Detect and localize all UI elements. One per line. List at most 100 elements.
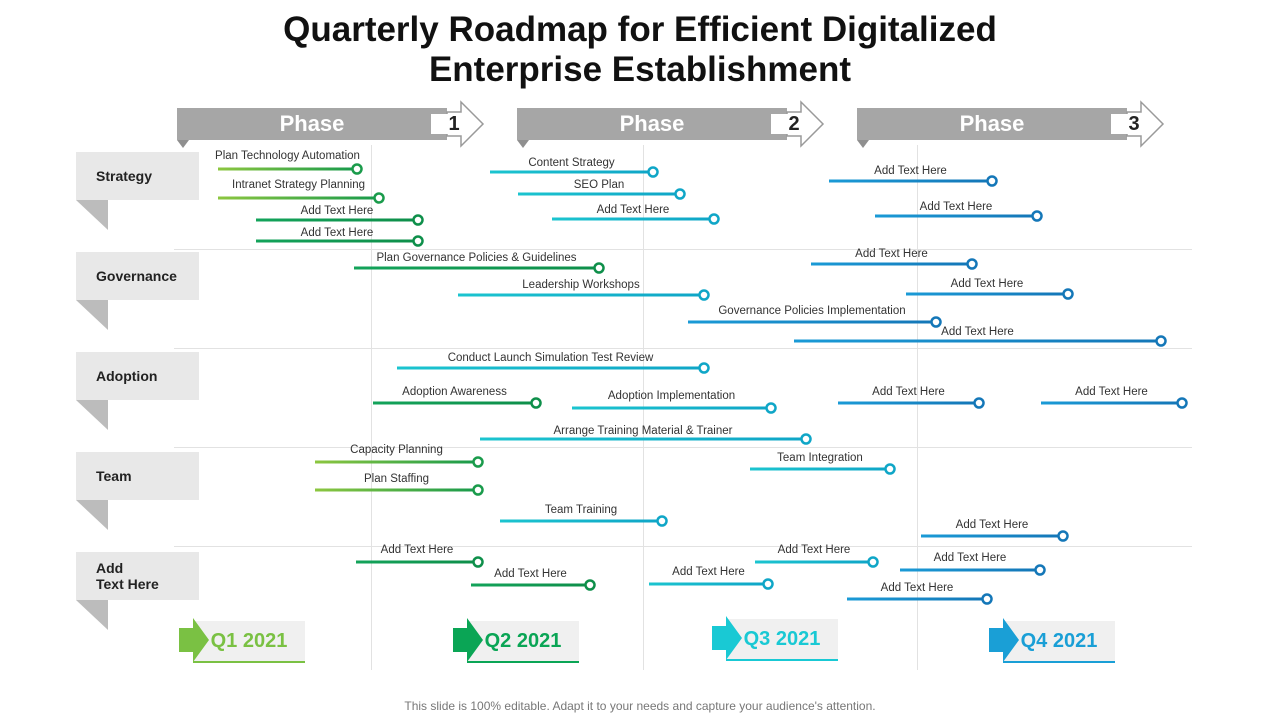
phase-number: 2: [788, 113, 800, 135]
grid-line-horizontal: [174, 249, 1192, 250]
phase-arrow-icon: [786, 100, 825, 148]
task-bar: [847, 597, 982, 601]
task-label: Add Text Here: [380, 544, 454, 556]
task-label: Governance Policies Implementation: [718, 305, 906, 317]
phase-number-box: [1111, 114, 1143, 134]
task-bar: [315, 488, 473, 492]
grid-line-horizontal: [174, 348, 1192, 349]
quarter-label: Q2 2021: [484, 630, 562, 652]
phase-notch: [177, 140, 189, 148]
quarter-box: [726, 619, 838, 659]
task-bar: [755, 560, 868, 564]
quarter-label: Q1 2021: [210, 630, 288, 652]
footer-note: This slide is 100% editable. Adapt it to…: [404, 699, 876, 713]
quarter-label: Q3 2021: [743, 628, 821, 650]
task-end-marker: [472, 556, 484, 568]
task-bar: [649, 582, 763, 586]
task-bar: [471, 583, 585, 587]
quarter-arrow-icon: [712, 616, 838, 661]
task-bar: [490, 170, 648, 174]
phase-label: Phase: [619, 111, 685, 136]
grid-line-horizontal: [174, 546, 1192, 547]
row-label-strategy: Strategy: [76, 152, 199, 200]
task-end-marker: [930, 316, 942, 328]
task-end-marker: [986, 175, 998, 187]
task-end-marker: [351, 163, 363, 175]
task-end-marker: [708, 213, 720, 225]
task-bar: [518, 192, 675, 196]
task-end-marker: [698, 289, 710, 301]
phase-label: Phase: [959, 111, 1025, 136]
task-end-marker: [412, 235, 424, 247]
quarter-q4: Q4 2021: [989, 618, 1119, 664]
grid-line-vertical: [917, 145, 918, 670]
task-end-marker: [973, 397, 985, 409]
phase-number-box: [431, 114, 463, 134]
task-end-marker: [1155, 335, 1167, 347]
phase-arrow-icon: [1126, 100, 1165, 148]
task-bar: [750, 467, 885, 471]
task-label: Add Text Here: [872, 386, 945, 398]
task-label: Leadership Workshops: [522, 279, 640, 291]
task-label: Conduct Launch Simulation Test Review: [447, 352, 654, 364]
task-bar: [794, 339, 1156, 343]
task-label: SEO Plan: [573, 179, 625, 191]
quarter-q3: Q3 2021: [712, 616, 842, 662]
phase-notch: [857, 140, 869, 148]
task-bar: [688, 320, 931, 324]
phase-notch: [517, 140, 529, 148]
row-fold-shadow: [76, 400, 108, 430]
task-label: Add Text Here: [933, 552, 1007, 564]
task-label: Add Text Here: [300, 205, 374, 217]
task-label: Team Training: [544, 504, 618, 516]
task-label: Add Text Here: [874, 165, 947, 177]
quarter-arrow-icon: [179, 618, 305, 663]
row-label-adoption: Adoption: [76, 352, 199, 400]
task-label: Team Integration: [777, 452, 863, 464]
task-label: Plan Staffing: [363, 473, 430, 485]
phase-bar: [177, 108, 447, 140]
quarter-box: [467, 621, 579, 661]
phase-arrow-icon: [446, 100, 485, 148]
task-bar: [458, 293, 699, 297]
task-bar: [906, 292, 1063, 296]
task-end-marker: [1062, 288, 1074, 300]
task-bar: [1041, 401, 1177, 405]
task-end-marker: [884, 463, 896, 475]
grid-line-vertical: [371, 145, 372, 670]
task-end-marker: [867, 556, 879, 568]
task-end-marker: [765, 402, 777, 414]
task-label: Add Text Here: [941, 326, 1014, 338]
task-label: Plan Governance Policies & Guidelines: [376, 252, 577, 264]
quarter-arrow-icon: [453, 618, 579, 663]
quarter-q1: Q1 2021: [179, 618, 309, 664]
task-bar: [256, 218, 413, 222]
phase-label: Phase: [279, 111, 345, 136]
task-end-marker: [981, 593, 993, 605]
quarter-box: [193, 621, 305, 661]
task-bar: [397, 366, 699, 370]
task-label: Intranet Strategy Planning: [232, 179, 365, 191]
task-bar: [921, 534, 1058, 538]
task-bar: [354, 266, 594, 270]
task-bar: [572, 406, 766, 410]
task-end-marker: [656, 515, 668, 527]
task-label: Content Strategy: [528, 157, 615, 169]
task-label: Adoption Implementation: [607, 390, 736, 402]
task-end-marker: [674, 188, 686, 200]
task-label: Add Text Here: [880, 582, 954, 594]
task-end-marker: [1176, 397, 1188, 409]
task-bar: [875, 214, 1032, 218]
task-bar: [829, 179, 987, 183]
task-label: Add Text Here: [1075, 386, 1148, 398]
phase-bar: [857, 108, 1127, 140]
task-bar: [356, 560, 473, 564]
task-label: Adoption Awareness: [402, 386, 507, 398]
task-end-marker: [584, 579, 596, 591]
task-label: Capacity Planning: [350, 444, 443, 456]
page-title-line-2: Enterprise Establishment: [428, 50, 852, 89]
task-end-marker: [472, 456, 484, 468]
task-end-marker: [966, 258, 978, 270]
phase-number: 1: [448, 113, 460, 135]
